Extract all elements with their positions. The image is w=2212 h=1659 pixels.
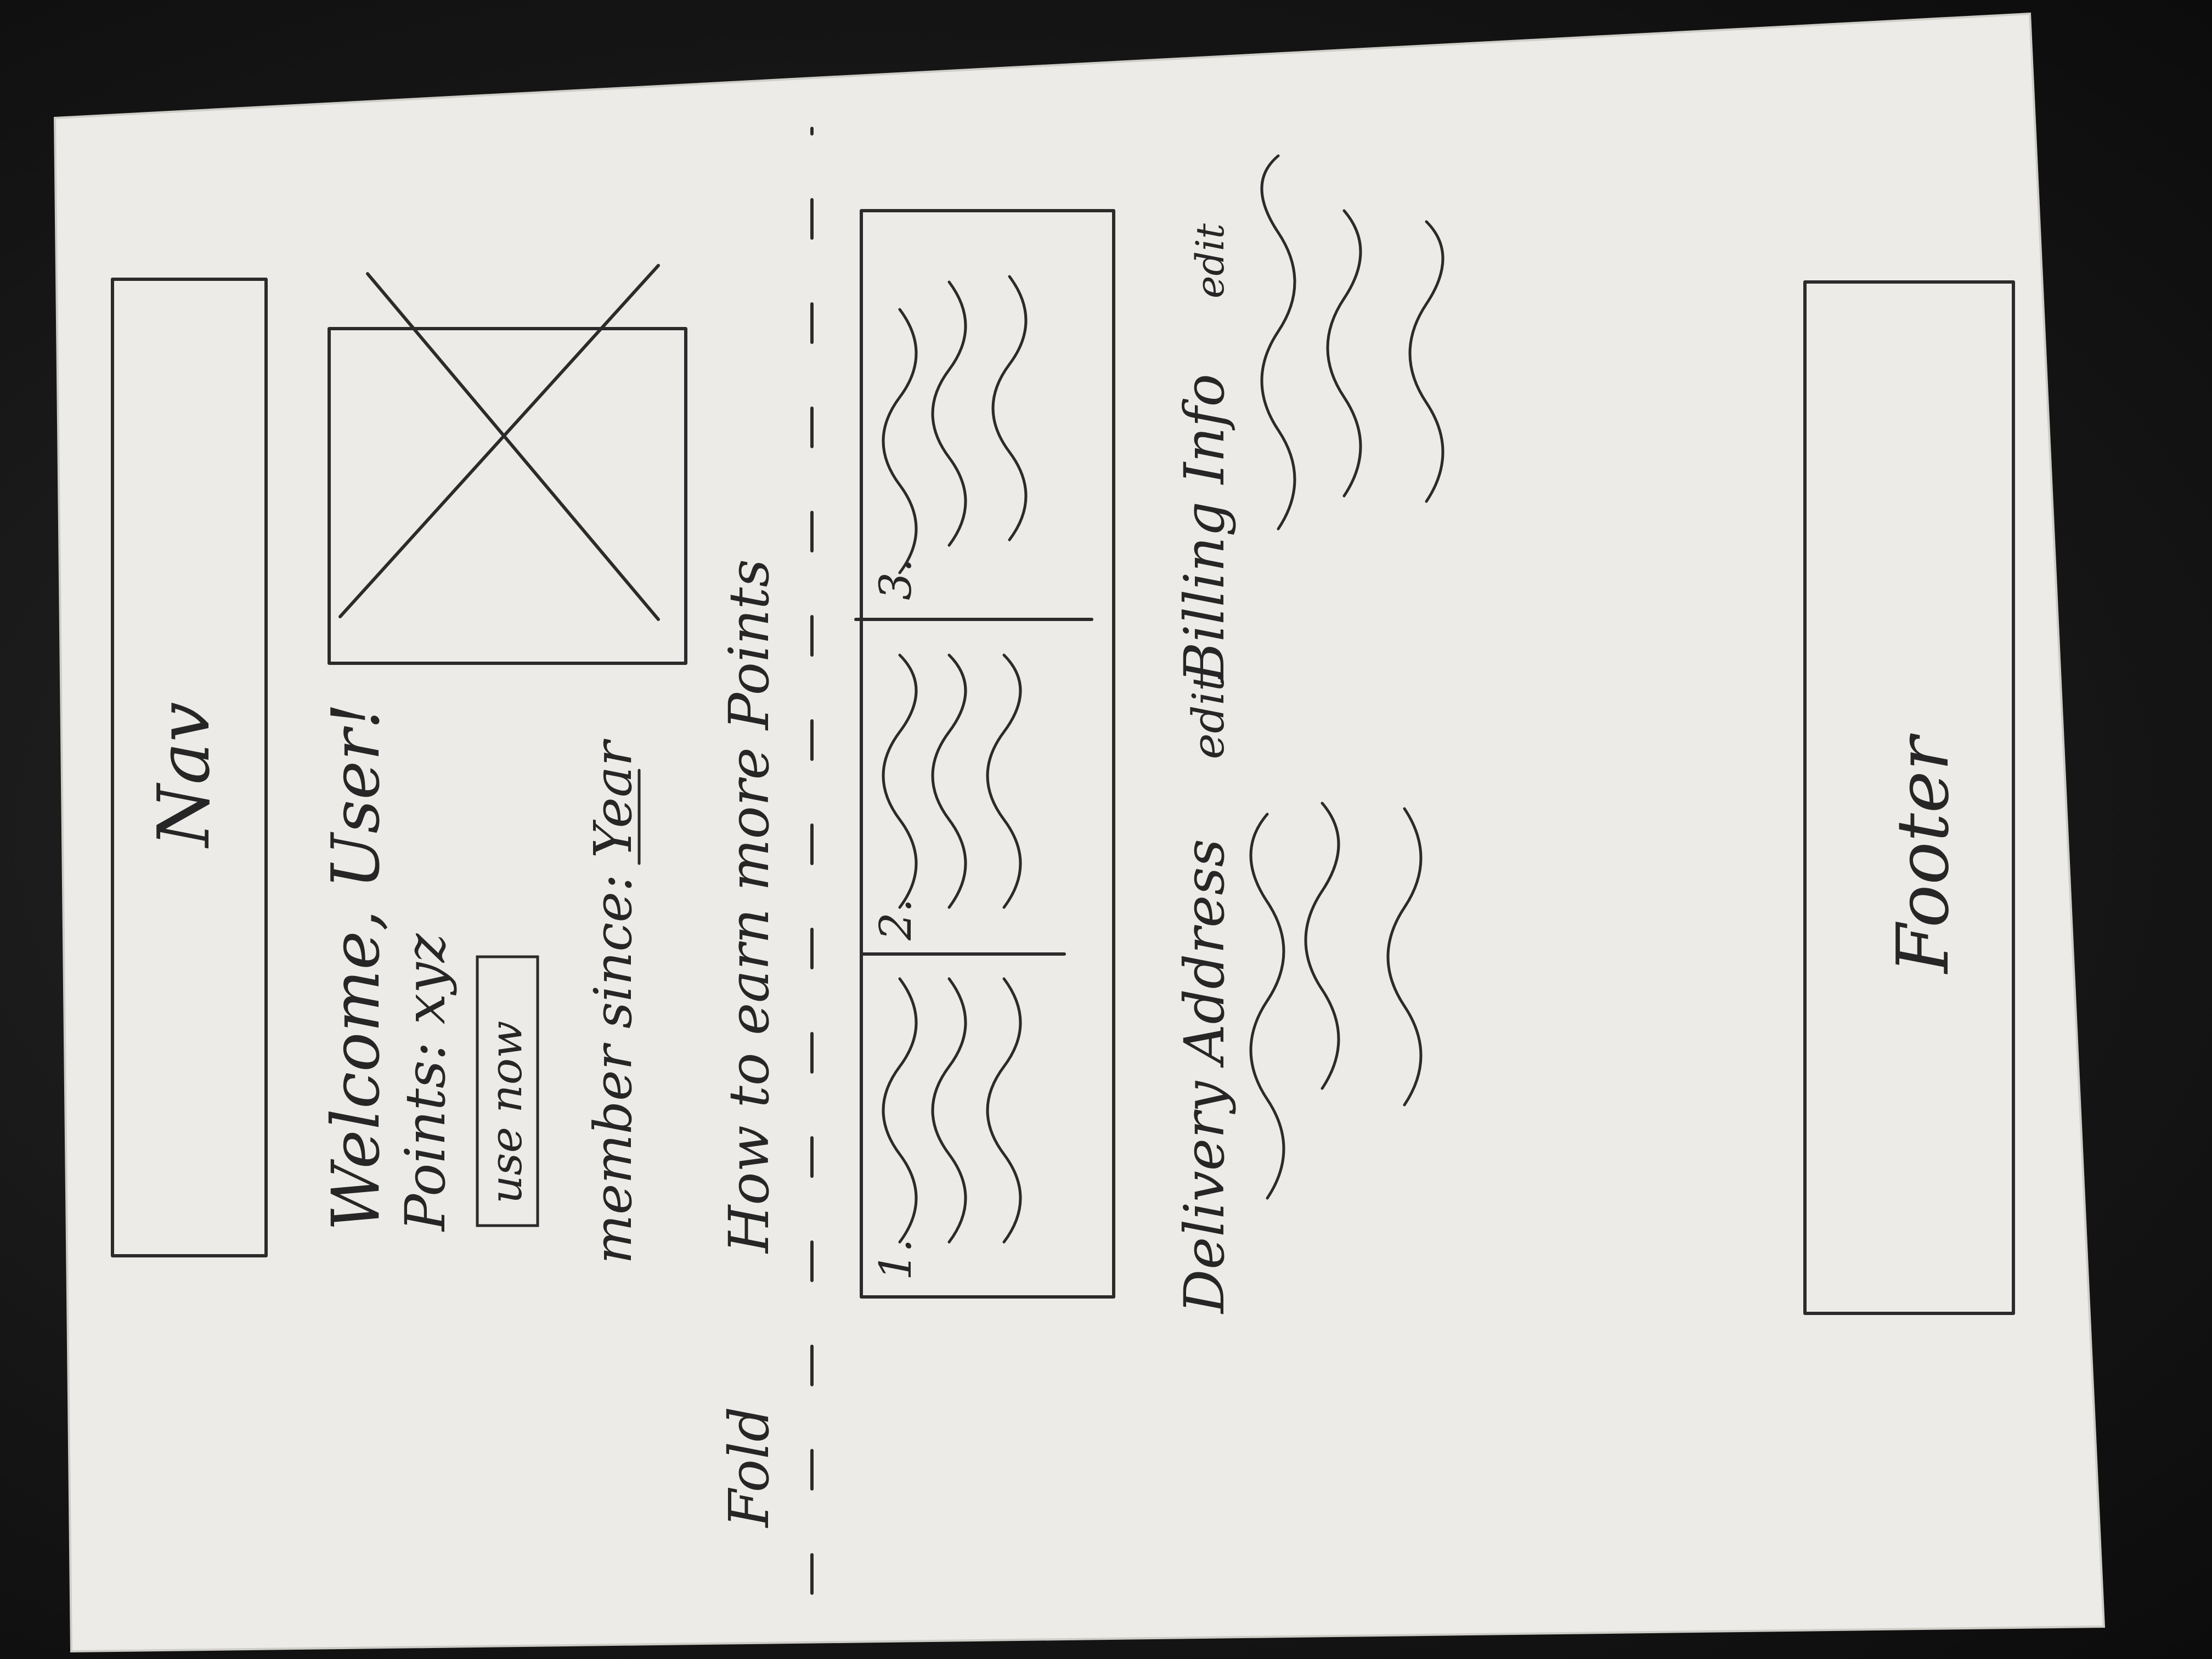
steps-box bbox=[860, 209, 1115, 1299]
step-number: 1. bbox=[870, 1239, 921, 1280]
step-number: 3. bbox=[870, 558, 921, 600]
step-1-squiggle bbox=[882, 977, 918, 1244]
step-3-squiggle bbox=[991, 275, 1028, 541]
delivery-edit-link[interactable]: edit bbox=[1183, 673, 1234, 759]
delivery-squiggle bbox=[1249, 812, 1285, 1200]
delivery-squiggle bbox=[1386, 807, 1423, 1107]
image-placeholder-cross-b bbox=[366, 272, 660, 621]
step-2-squiggle bbox=[986, 653, 1022, 909]
step-1-squiggle bbox=[931, 977, 967, 1244]
footer-box bbox=[1803, 280, 2015, 1315]
billing-squiggle bbox=[1326, 209, 1362, 498]
nav-box bbox=[111, 278, 268, 1257]
billing-squiggle bbox=[1408, 220, 1444, 503]
image-placeholder-box bbox=[328, 327, 687, 665]
nav-label: Nav bbox=[142, 702, 225, 849]
use-now-label: use now bbox=[481, 1020, 532, 1204]
delivery-squiggle bbox=[1304, 802, 1340, 1090]
welcome-text: Welcome, User! bbox=[318, 703, 394, 1231]
fold-label: Fold bbox=[717, 1407, 781, 1528]
points-text: Points: xyz bbox=[393, 933, 458, 1232]
billing-edit-link[interactable]: edit bbox=[1188, 223, 1233, 298]
step-3-squiggle bbox=[882, 308, 918, 574]
step-3-squiggle bbox=[931, 280, 967, 547]
step-2-squiggle bbox=[882, 653, 918, 909]
member-since-value: Year bbox=[583, 738, 644, 858]
paper-sheet bbox=[53, 12, 2106, 1653]
use-now-button[interactable] bbox=[476, 955, 539, 1227]
image-placeholder-cross-a bbox=[338, 264, 660, 618]
billing-info-label: Billing Info bbox=[1172, 374, 1237, 684]
step-1-squiggle bbox=[986, 977, 1022, 1244]
earn-points-heading: How to earn more Points bbox=[717, 559, 781, 1254]
billing-squiggle bbox=[1260, 154, 1296, 531]
delivery-address-label: Delivery Address bbox=[1172, 839, 1237, 1314]
step-2-squiggle bbox=[931, 653, 967, 909]
member-since-text: member since: bbox=[583, 874, 644, 1264]
step-number: 2. bbox=[870, 899, 921, 941]
footer-label: Footer bbox=[1881, 733, 1965, 974]
